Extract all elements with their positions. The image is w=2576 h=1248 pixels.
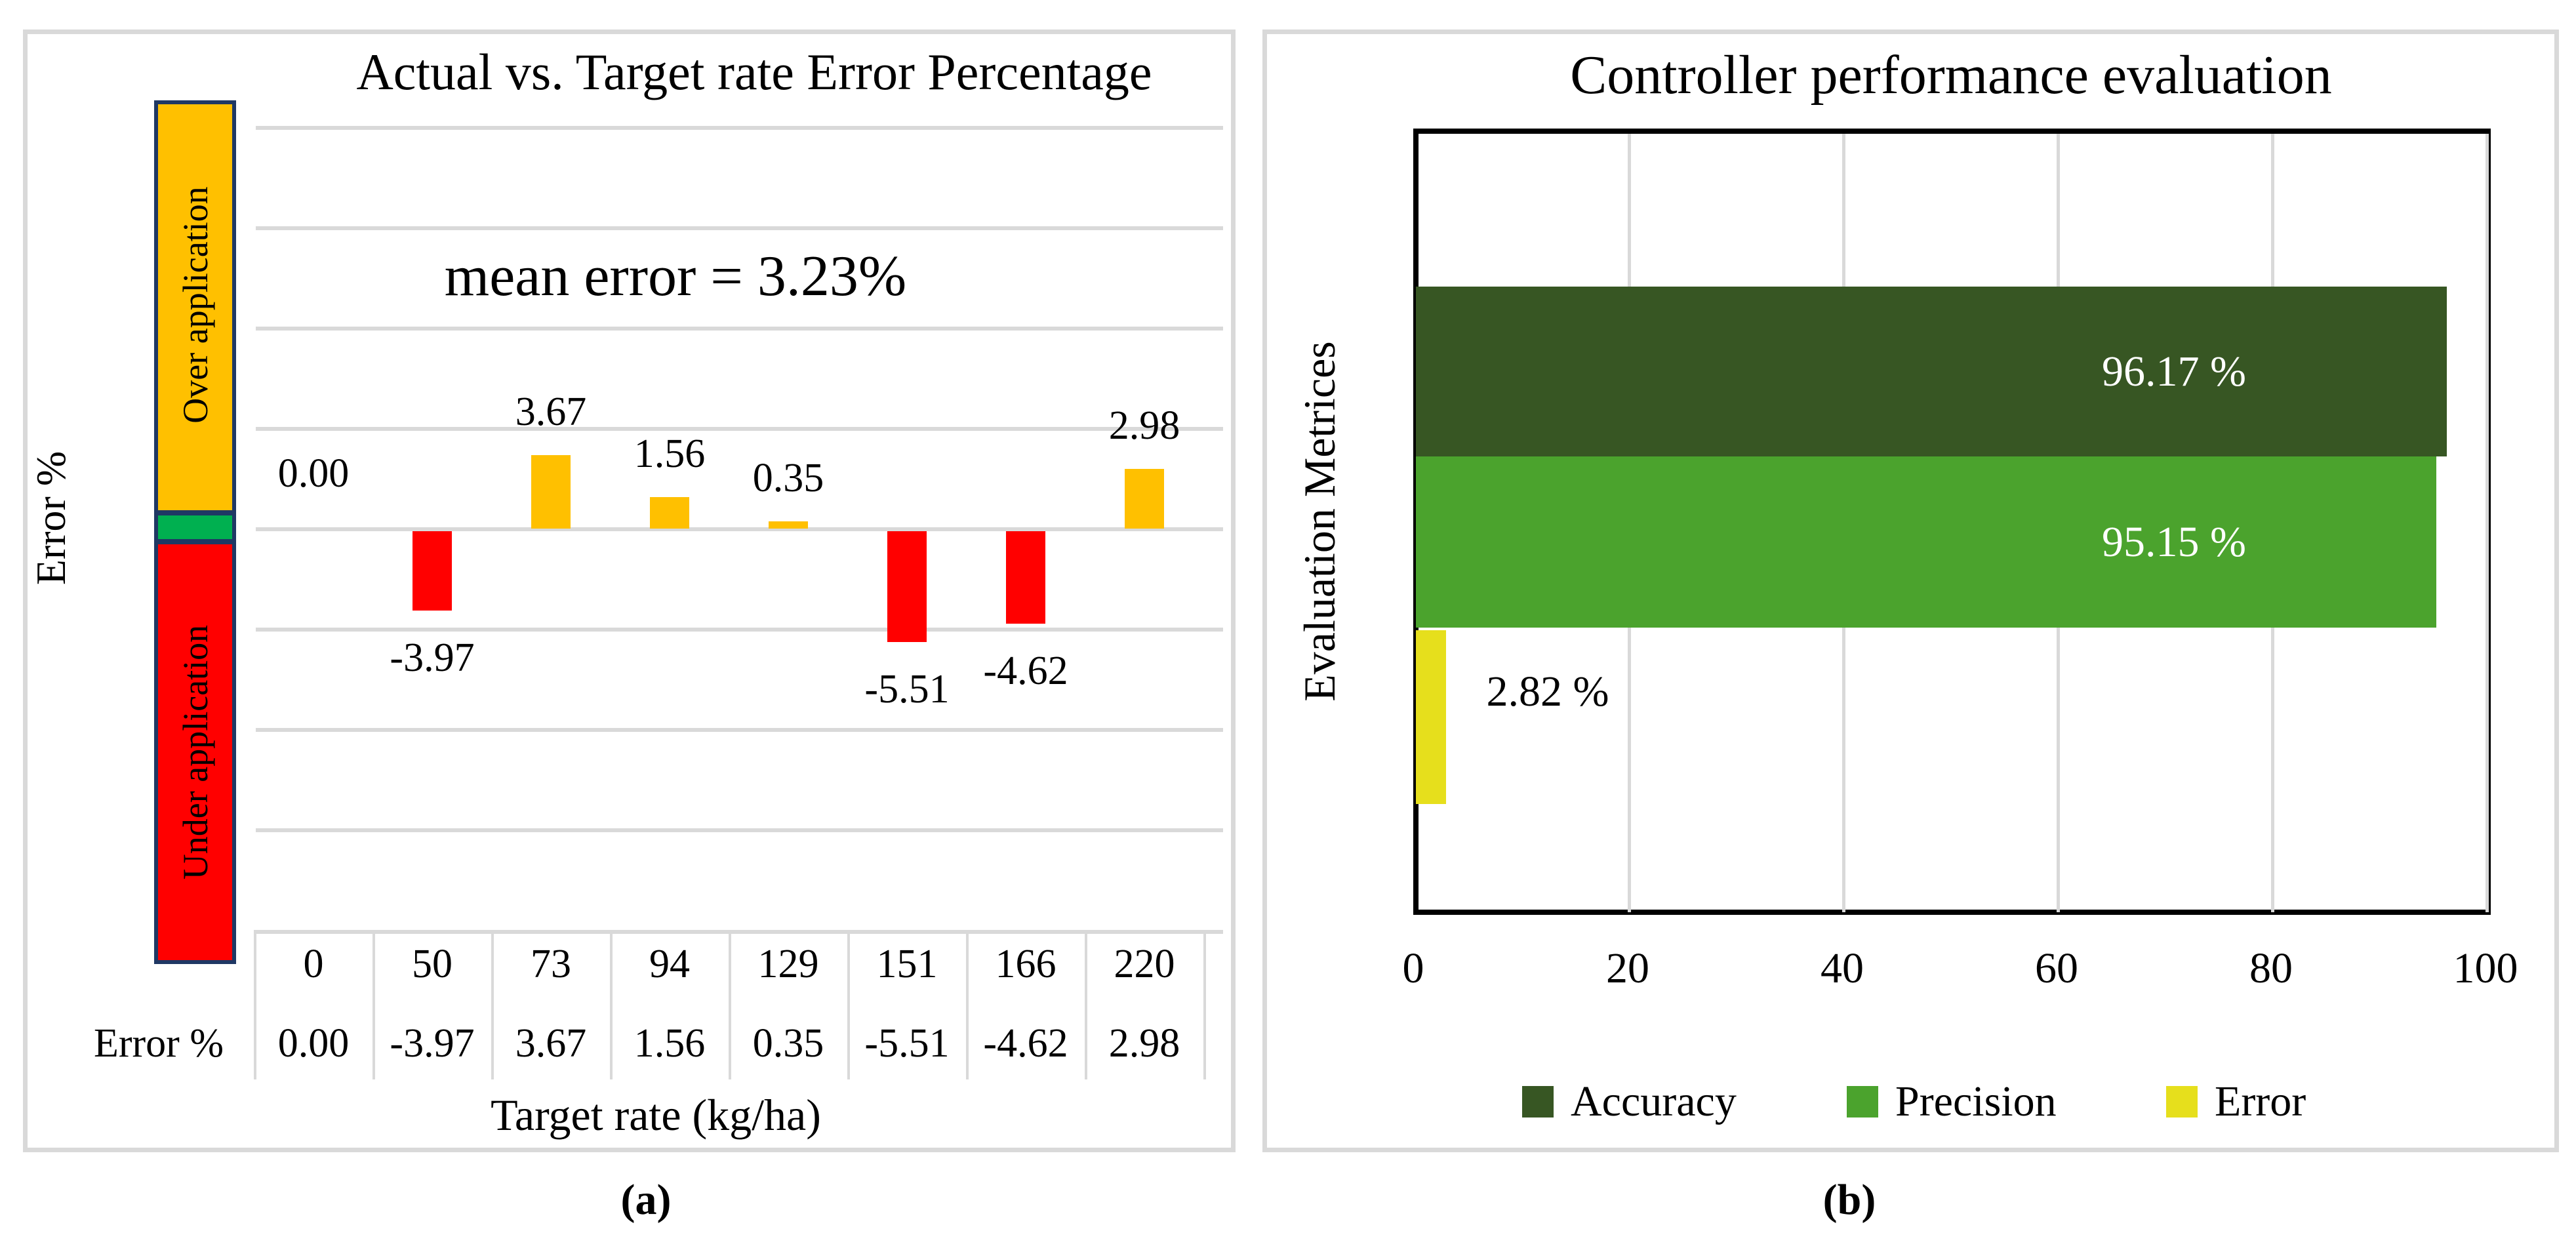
bar	[1416, 456, 2436, 628]
category-label: 166	[995, 942, 1057, 986]
bar	[769, 521, 808, 529]
category-label: 73	[531, 942, 571, 986]
bar-value-label: 0.35	[752, 456, 824, 500]
category-label: 220	[1114, 942, 1175, 986]
chart-a-annotation: mean error = 3.23%	[444, 245, 907, 308]
bar	[650, 497, 689, 529]
bar-value-label: 1.56	[634, 432, 706, 476]
bar-value-label: 0.00	[277, 451, 350, 496]
x-tick-label: 0	[1402, 944, 1424, 992]
bar-value-label: 3.67	[515, 390, 587, 434]
bar-value-label: 96.17 %	[2102, 347, 2246, 395]
x-tick-label: 60	[2035, 944, 2078, 992]
category-label: 50	[412, 942, 453, 986]
table-value: 0.35	[752, 1021, 824, 1066]
over-application-segment	[158, 104, 232, 510]
x-tick-label: 20	[1606, 944, 1649, 992]
table-value: 3.67	[515, 1021, 587, 1066]
table-value: 2.98	[1108, 1021, 1180, 1066]
bar-value-label: -5.51	[864, 667, 950, 712]
category-label: 94	[649, 942, 690, 986]
x-tick-label: 80	[2249, 944, 2293, 992]
bar	[1416, 630, 1446, 804]
table-separator	[1085, 932, 1087, 1079]
bar-value-label: 95.15 %	[2102, 517, 2246, 566]
gridline	[256, 728, 1223, 732]
category-label: 0	[303, 942, 324, 986]
gridline	[256, 628, 1223, 632]
chart-b-y-axis-label: Evaluation Metrices	[1295, 341, 1344, 702]
table-value: -3.97	[390, 1021, 475, 1066]
table-separator	[372, 932, 375, 1079]
gridline	[256, 226, 1223, 230]
table-separator	[1203, 932, 1206, 1079]
table-separator	[610, 932, 613, 1079]
table-value: 1.56	[634, 1021, 706, 1066]
legend-label: Precision	[1895, 1077, 2057, 1125]
category-label: 151	[876, 942, 938, 986]
table-separator	[847, 932, 850, 1079]
under-application-segment	[158, 544, 232, 960]
bar-value-label: 2.82 %	[1486, 667, 1609, 715]
chart-a-x-axis-label: Target rate (kg/ha)	[491, 1090, 821, 1140]
caption-b: (b)	[1822, 1176, 1876, 1224]
gridline	[256, 327, 1223, 331]
x-axis-line	[254, 930, 1223, 934]
x-tick-label: 40	[1821, 944, 1864, 992]
legend-swatch	[1847, 1086, 1878, 1117]
table-value: -5.51	[864, 1021, 950, 1066]
legend-swatch	[1522, 1086, 1554, 1117]
gridline	[256, 427, 1223, 431]
bar	[531, 455, 571, 529]
bar-value-label: 2.98	[1108, 403, 1180, 448]
x-tick-label: 100	[2453, 944, 2518, 992]
bar	[1416, 287, 2447, 456]
bar-value-label: -4.62	[983, 649, 1068, 693]
chart-b-title: Controller performance evaluation	[1570, 45, 2332, 106]
chart-a-title: Actual vs. Target rate Error Percentage	[356, 43, 1152, 100]
gridline	[2485, 134, 2489, 912]
table-value: 0.00	[277, 1021, 350, 1066]
bar	[1006, 531, 1045, 624]
bar	[413, 531, 452, 611]
caption-a: (a)	[620, 1176, 672, 1224]
legend-label: Accuracy	[1571, 1077, 1737, 1125]
category-label: 129	[757, 942, 819, 986]
bar	[1125, 469, 1164, 529]
bar-value-label: -3.97	[390, 635, 475, 680]
table-separator	[729, 932, 731, 1079]
gridline	[256, 828, 1223, 832]
acceptable-band-segment	[158, 515, 232, 539]
table-separator	[966, 932, 969, 1079]
table-separator	[254, 932, 256, 1079]
table-separator	[491, 932, 494, 1079]
bar	[887, 531, 927, 642]
table-value: -4.62	[983, 1021, 1068, 1066]
legend-swatch	[2166, 1086, 2198, 1117]
gridline	[256, 527, 1223, 531]
gridline	[256, 126, 1223, 130]
table-row-header: Error %	[94, 1021, 224, 1066]
legend-label: Error	[2215, 1077, 2306, 1125]
